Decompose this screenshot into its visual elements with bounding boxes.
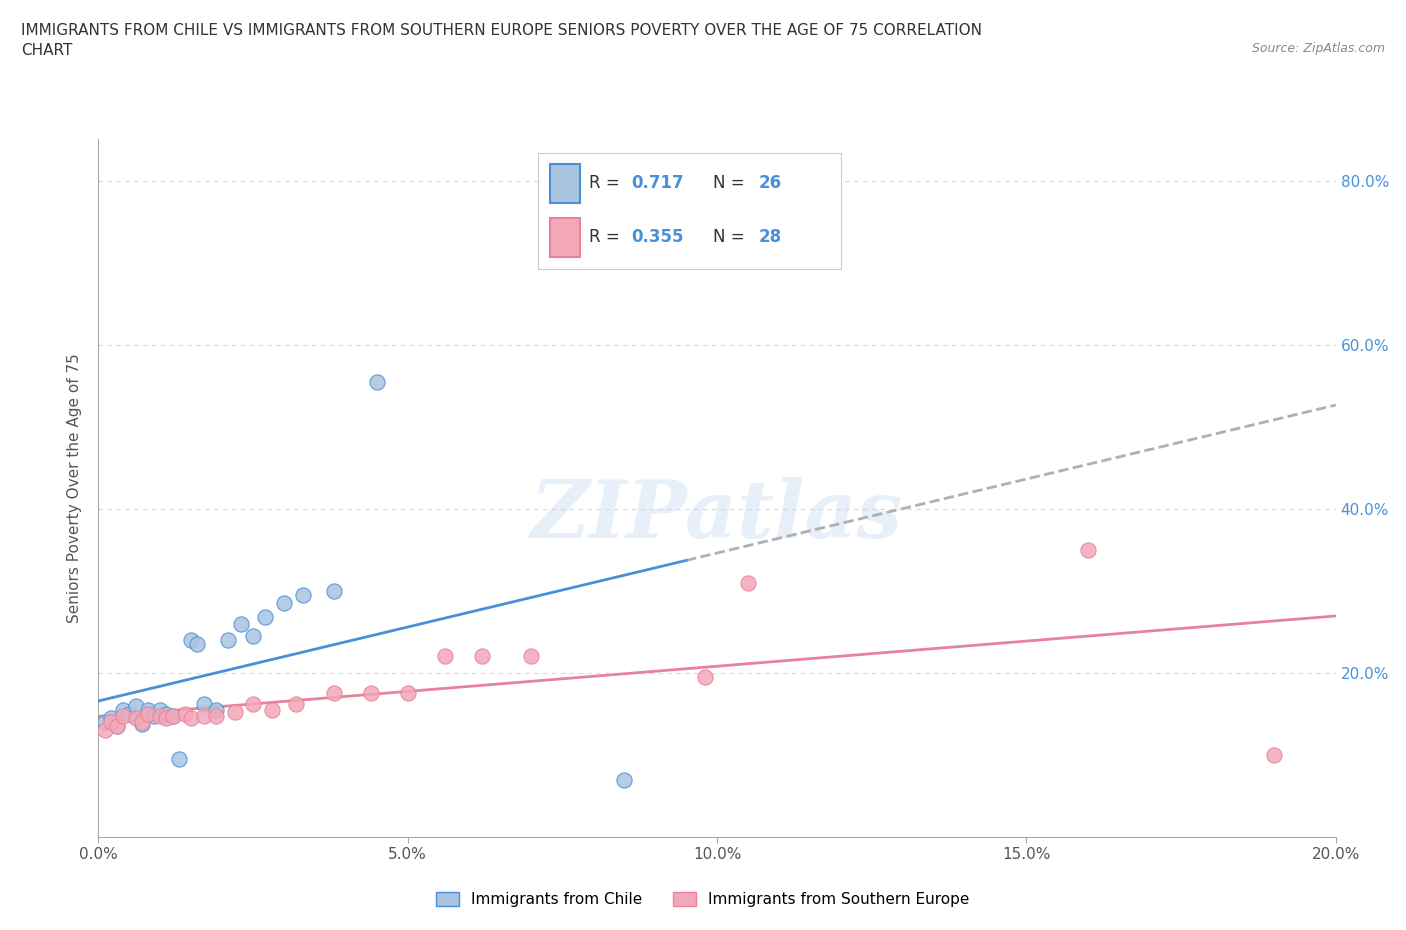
Legend: Immigrants from Chile, Immigrants from Southern Europe: Immigrants from Chile, Immigrants from S… [430,885,976,913]
Point [124,698,146,713]
Point [118,707,141,722]
Point [322,686,344,701]
Point [433,649,456,664]
Point [1263,748,1285,763]
Point [100,714,122,729]
Point [174,707,197,722]
Point [613,772,636,787]
Y-axis label: Seniors Poverty Over the Age of 75: Seniors Poverty Over the Age of 75 [67,353,83,623]
Point [273,596,295,611]
Point [112,708,135,723]
Text: ZIPatlas: ZIPatlas [531,477,903,555]
Point [93,714,115,729]
Point [162,708,184,723]
Point [285,697,308,711]
Point [155,707,177,722]
Point [205,702,228,717]
Point [396,686,419,701]
Point [193,708,215,723]
Point [131,716,153,731]
Point [155,711,177,725]
Point [242,697,264,711]
Point [260,702,283,717]
Point [167,751,190,766]
Point [217,632,239,647]
Point [105,719,128,734]
Point [471,649,494,664]
Point [105,719,128,734]
Point [360,686,382,701]
Point [242,629,264,644]
Point [162,708,184,723]
Point [180,632,202,647]
Point [224,705,246,720]
Point [520,649,543,664]
Point [149,708,172,723]
Point [131,714,153,729]
Point [322,583,344,598]
Text: IMMIGRANTS FROM CHILE VS IMMIGRANTS FROM SOUTHERN EUROPE SENIORS POVERTY OVER TH: IMMIGRANTS FROM CHILE VS IMMIGRANTS FROM… [21,23,981,58]
Point [180,711,202,725]
Point [366,374,388,389]
Text: Source: ZipAtlas.com: Source: ZipAtlas.com [1251,42,1385,55]
Point [291,588,314,603]
Point [1077,542,1099,557]
Point [737,575,759,590]
Point [149,702,172,717]
Point [229,617,252,631]
Point [254,610,277,625]
Point [186,637,208,652]
Point [205,708,228,723]
Point [124,711,146,725]
Point [143,708,166,723]
Point [112,702,135,717]
Point [693,670,716,684]
Point [136,702,159,717]
Point [136,707,159,722]
Point [193,697,215,711]
Point [93,723,115,737]
Point [100,711,122,725]
